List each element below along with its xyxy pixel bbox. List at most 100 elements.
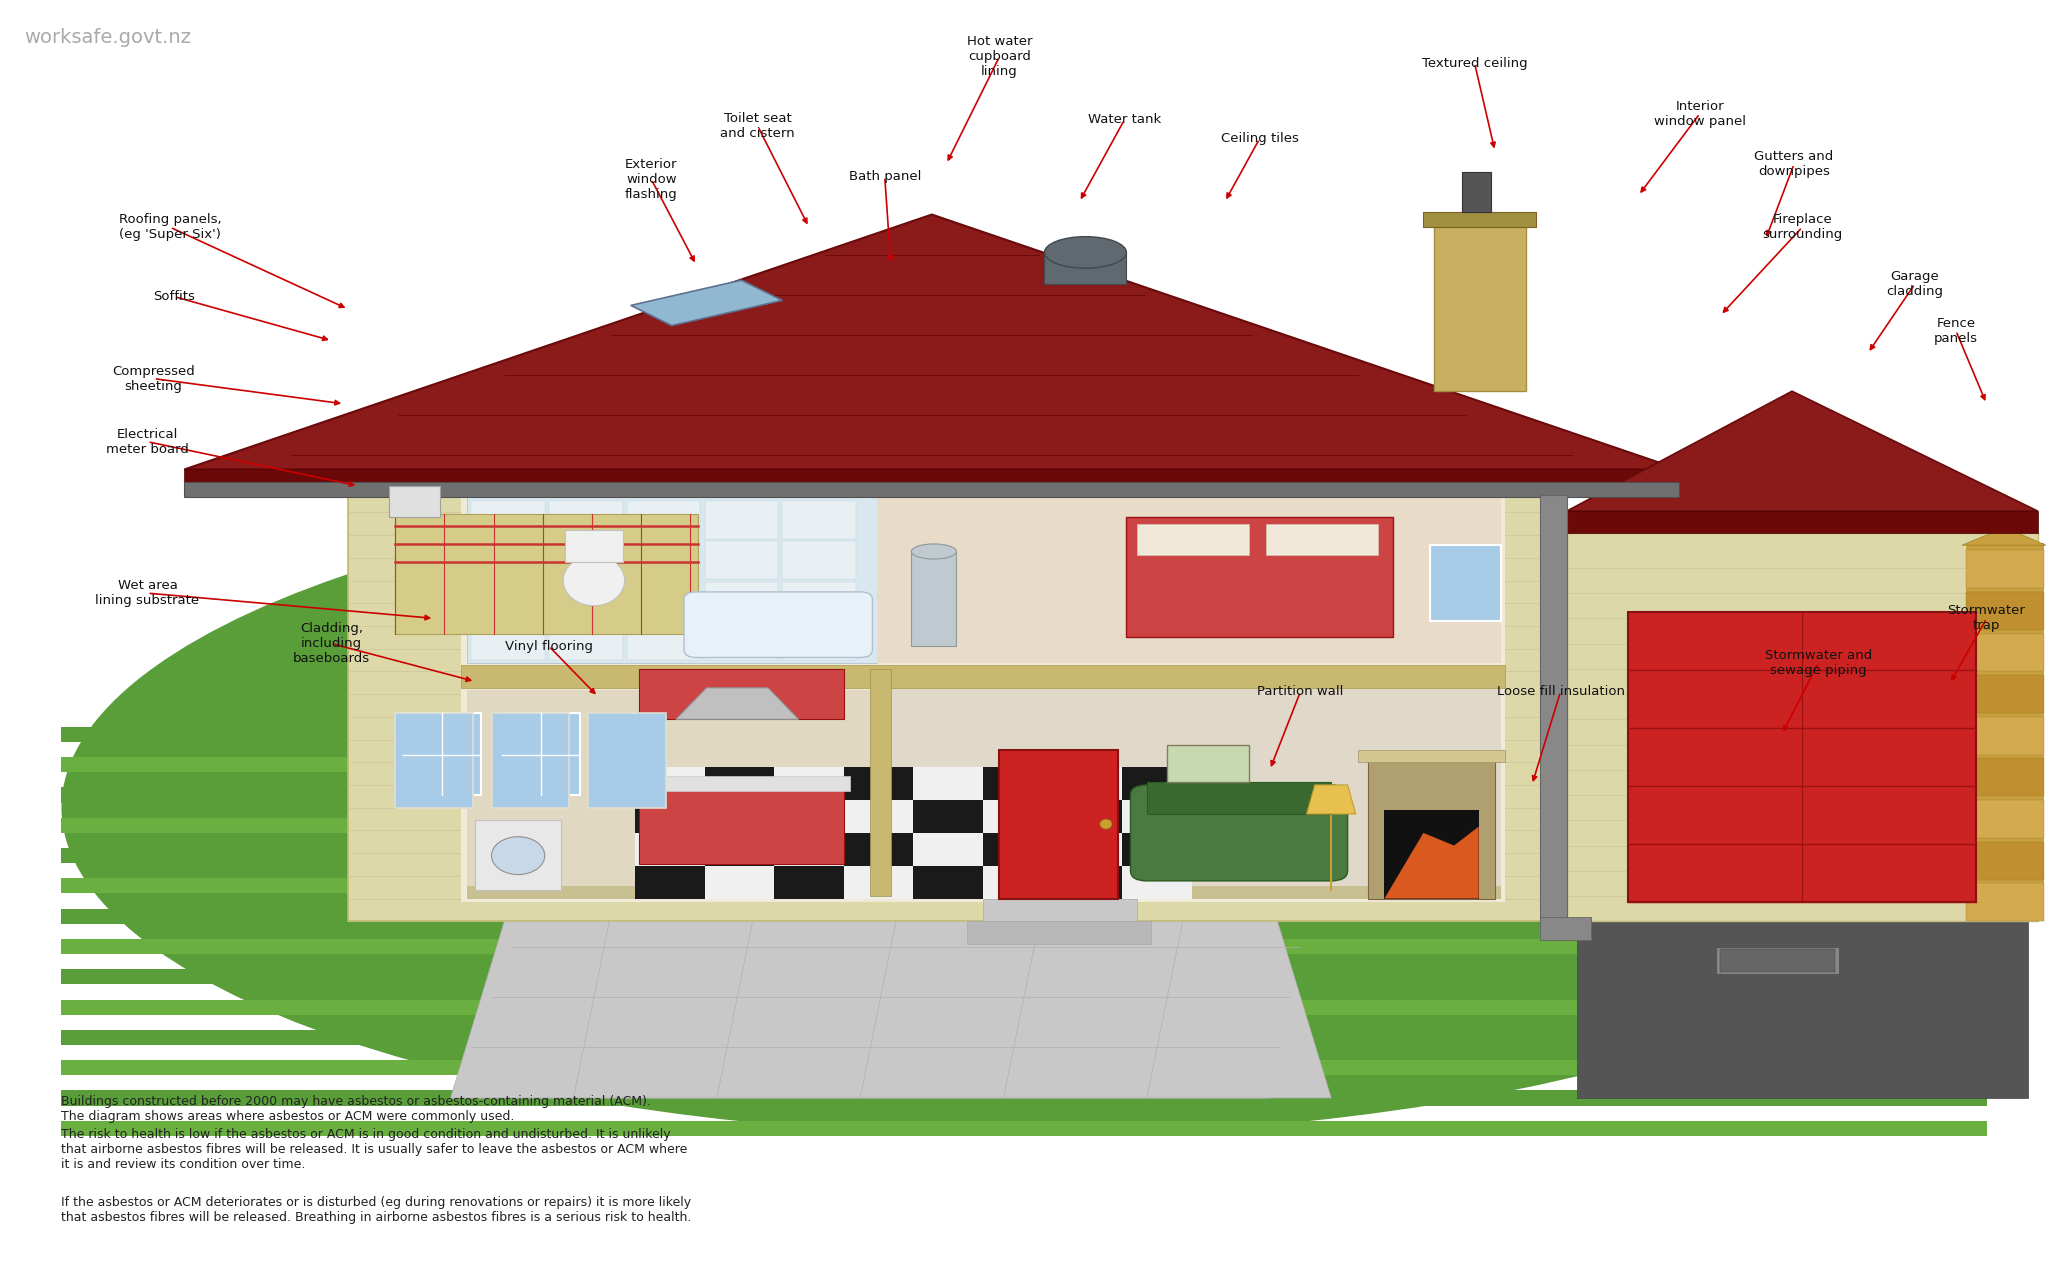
Bar (1720, 949, 1835, 972)
Bar (471, 582, 545, 620)
Bar (61, 727, 1987, 742)
Bar (389, 486, 440, 517)
Polygon shape (461, 486, 1505, 902)
Bar (627, 582, 700, 620)
Ellipse shape (61, 480, 1987, 1136)
Text: The risk to health is low if the asbestos or ACM is in good condition and undist: The risk to health is low if the asbesto… (61, 1128, 688, 1171)
Bar (1966, 883, 2044, 921)
Bar (61, 909, 1987, 924)
Bar (705, 622, 778, 660)
FancyBboxPatch shape (1130, 785, 1348, 881)
Bar (1053, 800, 1122, 833)
Bar (1122, 866, 1192, 899)
Text: Stormwater and
sewage piping: Stormwater and sewage piping (1765, 649, 1872, 676)
Bar (184, 482, 1679, 497)
Bar (467, 886, 1501, 899)
Text: Water tank: Water tank (1087, 114, 1161, 126)
Bar (705, 866, 774, 899)
Polygon shape (1567, 391, 2038, 511)
Bar (61, 1060, 1987, 1075)
Bar (475, 820, 561, 890)
Text: If the asbestos or ACM deteriorates or is disturbed (eg during renovations or re: If the asbestos or ACM deteriorates or i… (61, 1196, 692, 1224)
Bar (983, 800, 1053, 833)
Bar (983, 899, 1137, 921)
Ellipse shape (1044, 237, 1126, 268)
Text: Wet area
lining substrate: Wet area lining substrate (96, 579, 199, 607)
Bar (1384, 810, 1479, 899)
Bar (983, 833, 1053, 866)
Bar (1628, 612, 1976, 902)
Bar (1430, 545, 1501, 621)
Text: Interior
window panel: Interior window panel (1655, 100, 1745, 127)
Bar (1122, 767, 1192, 800)
Bar (1966, 842, 2044, 880)
Bar (1266, 524, 1378, 555)
Bar (492, 713, 569, 808)
Text: Fence
panels: Fence panels (1933, 317, 1978, 345)
FancyBboxPatch shape (684, 592, 872, 658)
Bar (999, 750, 1118, 899)
Polygon shape (1567, 533, 2038, 921)
Bar (870, 669, 891, 896)
Bar (565, 530, 623, 562)
Bar (635, 866, 705, 899)
Bar (395, 713, 473, 808)
Bar (639, 789, 844, 864)
Bar (913, 800, 983, 833)
Bar (549, 541, 623, 579)
Bar (588, 713, 666, 808)
Bar (774, 800, 844, 833)
Bar (1053, 833, 1122, 866)
Bar (1044, 252, 1126, 284)
Bar (1462, 172, 1491, 212)
Polygon shape (451, 896, 1331, 1098)
Text: Exterior
window
flashing: Exterior window flashing (625, 158, 678, 201)
Bar (844, 866, 913, 899)
Text: Soffits: Soffits (154, 290, 195, 303)
Bar (913, 767, 983, 800)
Bar (61, 1030, 1987, 1045)
Bar (627, 501, 700, 539)
Bar (774, 833, 844, 866)
Bar (549, 501, 623, 539)
Ellipse shape (1100, 819, 1112, 829)
Bar (705, 582, 778, 620)
Bar (913, 833, 983, 866)
Bar (1053, 767, 1122, 800)
Bar (61, 969, 1987, 984)
Text: Toilet seat
and cistern: Toilet seat and cistern (721, 112, 795, 140)
Ellipse shape (492, 837, 545, 875)
Bar (61, 939, 1987, 954)
Bar (471, 541, 545, 579)
Bar (1434, 221, 1526, 391)
Text: Partition wall: Partition wall (1257, 685, 1343, 698)
Text: Cladding,
including
baseboards: Cladding, including baseboards (293, 622, 371, 665)
Bar (471, 501, 545, 539)
Bar (61, 757, 1987, 772)
Bar (1167, 745, 1249, 782)
Bar (1368, 760, 1495, 899)
Bar (913, 866, 983, 899)
Text: Compressed
sheeting: Compressed sheeting (113, 365, 195, 392)
Bar (911, 551, 956, 646)
Bar (1358, 750, 1505, 762)
Bar (627, 541, 700, 579)
Bar (1966, 758, 2044, 796)
Bar (1053, 866, 1122, 899)
Bar (782, 622, 856, 660)
Bar (782, 501, 856, 539)
Bar (467, 690, 877, 899)
Bar (549, 582, 623, 620)
Bar (877, 488, 1501, 663)
Text: worksafe.govt.nz: worksafe.govt.nz (25, 28, 193, 47)
Bar (774, 866, 844, 899)
Bar (1966, 634, 2044, 671)
Bar (983, 767, 1053, 800)
Bar (635, 800, 705, 833)
Bar (877, 665, 1501, 899)
Polygon shape (1307, 785, 1356, 814)
Bar (549, 622, 623, 660)
Bar (471, 622, 545, 660)
Bar (844, 767, 913, 800)
Text: Stormwater
trap: Stormwater trap (1948, 604, 2025, 632)
